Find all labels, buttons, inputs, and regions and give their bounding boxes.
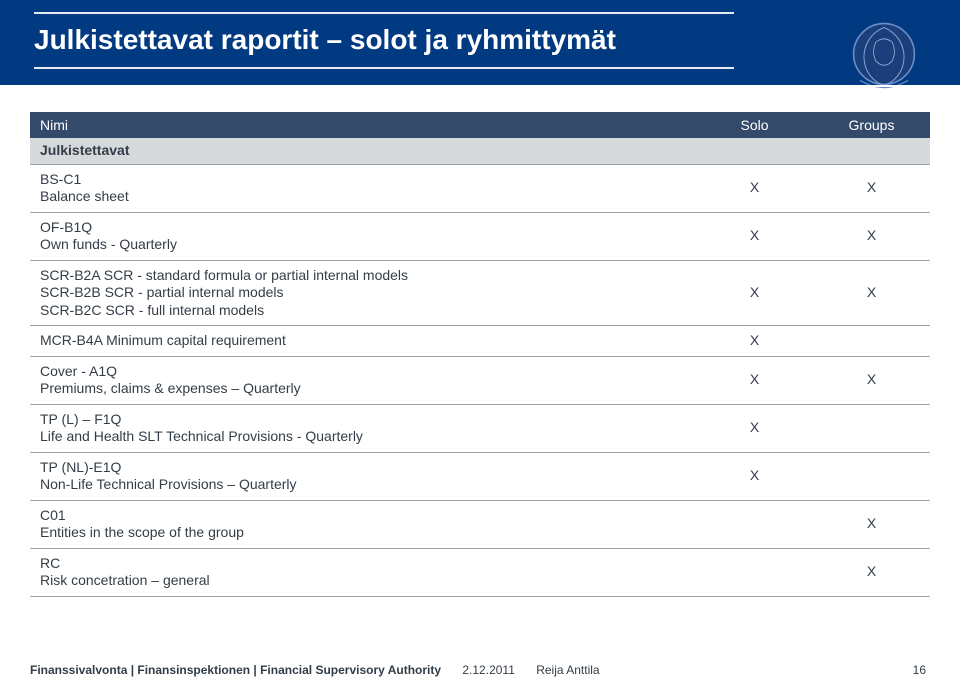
cell-solo: X [696, 356, 813, 404]
reports-table: Nimi Solo Groups Julkistettavat BS-C1Bal… [30, 112, 930, 597]
col-header-solo: Solo [696, 112, 813, 138]
footer-date: 2.12.2011 [462, 663, 515, 677]
cell-solo: X [696, 260, 813, 326]
page-title: Julkistettavat raportit – solot ja ryhmi… [34, 24, 616, 56]
cell-groups [813, 452, 930, 500]
cell-solo [696, 500, 813, 548]
cell-name: Cover - A1QPremiums, claims & expenses –… [30, 356, 696, 404]
cell-name: BS-C1Balance sheet [30, 164, 696, 212]
table-row: TP (NL)-E1QNon-Life Technical Provisions… [30, 452, 930, 500]
reports-table-wrap: Nimi Solo Groups Julkistettavat BS-C1Bal… [30, 112, 930, 597]
cell-name: TP (L) – F1QLife and Health SLT Technica… [30, 404, 696, 452]
cell-groups: X [813, 164, 930, 212]
cell-solo [696, 548, 813, 596]
cell-solo: X [696, 404, 813, 452]
table-row: Cover - A1QPremiums, claims & expenses –… [30, 356, 930, 404]
cell-name: C01Entities in the scope of the group [30, 500, 696, 548]
table-subheader-label: Julkistettavat [30, 138, 930, 164]
cell-name: OF-B1QOwn funds - Quarterly [30, 212, 696, 260]
cell-name: MCR-B4A Minimum capital requirement [30, 326, 696, 357]
table-row: BS-C1Balance sheetXX [30, 164, 930, 212]
cell-solo: X [696, 212, 813, 260]
table-header-row: Nimi Solo Groups [30, 112, 930, 138]
table-row: SCR-B2A SCR - standard formula or partia… [30, 260, 930, 326]
col-header-groups: Groups [813, 112, 930, 138]
cell-groups [813, 404, 930, 452]
footer-page: 16 [913, 663, 926, 677]
footer-orgs: Finanssivalvonta | Finansinspektionen | … [30, 663, 441, 677]
cell-groups: X [813, 500, 930, 548]
cell-name: SCR-B2A SCR - standard formula or partia… [30, 260, 696, 326]
cell-solo: X [696, 452, 813, 500]
footer-author: Reija Anttila [536, 663, 599, 677]
table-row: TP (L) – F1QLife and Health SLT Technica… [30, 404, 930, 452]
cell-solo: X [696, 164, 813, 212]
cell-groups: X [813, 260, 930, 326]
table-row: OF-B1QOwn funds - QuarterlyXX [30, 212, 930, 260]
cell-name: TP (NL)-E1QNon-Life Technical Provisions… [30, 452, 696, 500]
cell-solo: X [696, 326, 813, 357]
footer: Finanssivalvonta | Finansinspektionen | … [30, 663, 930, 677]
cell-groups: X [813, 356, 930, 404]
table-subheader: Julkistettavat [30, 138, 930, 164]
title-rule-top [34, 12, 734, 14]
title-rule-bottom [34, 67, 734, 69]
cell-groups [813, 326, 930, 357]
separator [0, 85, 960, 87]
cell-name: RCRisk concetration – general [30, 548, 696, 596]
cell-groups: X [813, 212, 930, 260]
col-header-name: Nimi [30, 112, 696, 138]
table-row: C01Entities in the scope of the group X [30, 500, 930, 548]
cell-groups: X [813, 548, 930, 596]
table-row: RCRisk concetration – general X [30, 548, 930, 596]
table-row: MCR-B4A Minimum capital requirementX [30, 326, 930, 357]
